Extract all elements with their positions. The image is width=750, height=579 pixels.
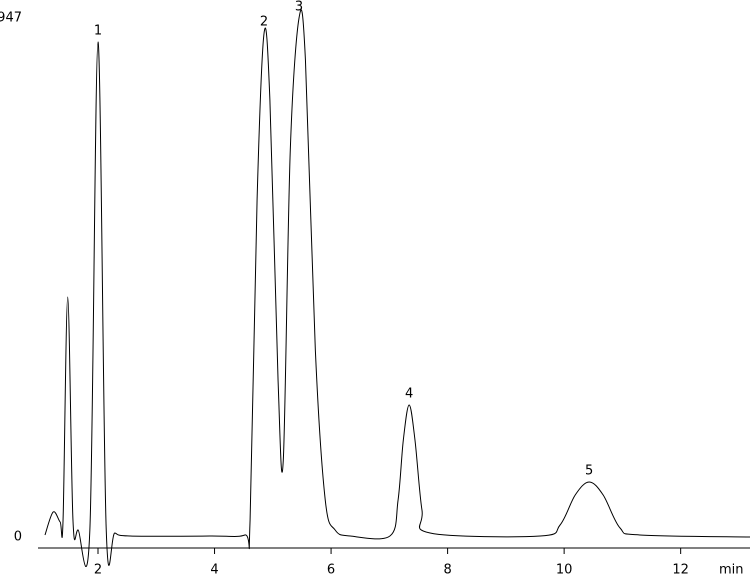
peak-label: 3 <box>295 0 303 15</box>
y-tick-label: 0 <box>14 530 22 545</box>
x-tick-label: 8 <box>443 563 451 578</box>
peak-label: 4 <box>405 386 413 401</box>
x-tick-label: 10 <box>556 563 573 578</box>
peak-label: 1 <box>94 24 102 39</box>
peak-label: 2 <box>260 15 268 30</box>
x-tick-label: 4 <box>210 563 218 578</box>
x-tick-label: 2 <box>94 563 102 578</box>
x-tick-label: 6 <box>327 563 335 578</box>
signal-line <box>44 9 750 567</box>
x-axis-label: min <box>719 563 744 578</box>
y-tick-label: 17947 <box>0 11 22 26</box>
x-tick-label: 12 <box>672 563 689 578</box>
peak-label: 5 <box>585 463 593 478</box>
